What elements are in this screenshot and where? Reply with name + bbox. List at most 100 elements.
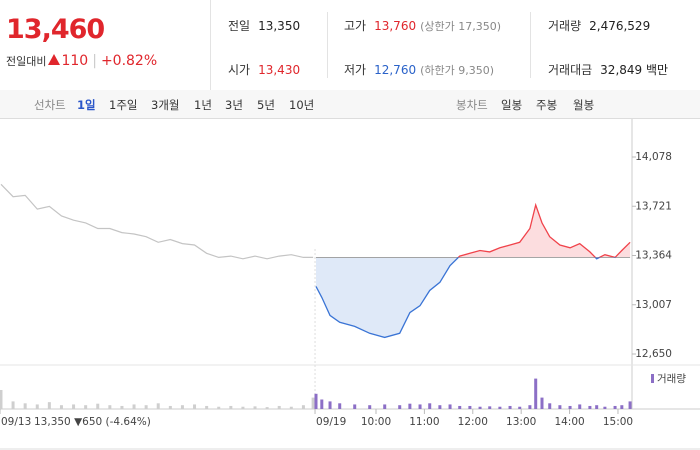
stat-label: 시가 — [228, 63, 251, 77]
volume-bar — [132, 404, 136, 409]
volume-bar — [47, 402, 51, 409]
volume-bar — [193, 404, 197, 409]
volume-bar — [59, 405, 63, 409]
volume-bar — [96, 403, 100, 409]
volume-bar — [265, 407, 269, 409]
period-tab[interactable]: 5년 — [257, 98, 275, 112]
candle-tab[interactable]: 일봉 — [501, 98, 523, 112]
stat: 시가 13,430 — [228, 61, 300, 78]
y-tick-label: 13,721 — [635, 200, 672, 212]
area-down — [316, 257, 600, 338]
volume-bar — [11, 401, 15, 409]
volume-bar — [108, 405, 112, 409]
volume-bar — [314, 393, 318, 409]
x-tick-label: 11:00 — [409, 416, 439, 428]
volume-bar — [23, 403, 27, 409]
volume-bar — [311, 397, 315, 409]
volume-bar — [528, 405, 532, 409]
annotation: 13,350 ▼650 (-4.64%) — [34, 416, 151, 428]
volume-bar — [338, 403, 342, 409]
up-arrow — [48, 54, 61, 65]
volume-bar — [328, 401, 332, 409]
volume-bar — [180, 405, 184, 409]
change-label: 전일대비 — [6, 55, 47, 68]
change: 전일대비 110 | +0.82% — [6, 53, 158, 69]
stat-value: 13,350 — [258, 19, 301, 33]
change-pct: +0.82% — [100, 53, 158, 69]
volume-bar — [217, 406, 221, 409]
volume-bar — [229, 405, 233, 409]
x-tick-label: 13:00 — [506, 416, 536, 428]
volume-bar — [301, 405, 305, 409]
separator — [210, 0, 211, 90]
volume-bar — [448, 404, 452, 409]
y-tick-label: 13,007 — [635, 299, 672, 311]
stat-value: 2,476,529 — [589, 19, 651, 33]
candle-tab[interactable]: 월봉 — [573, 98, 595, 112]
stat-label: 전일 — [228, 19, 251, 33]
stat: 거래대금 32,849 백만 — [548, 61, 668, 78]
x-tick-label: 12:00 — [458, 416, 488, 428]
stat: 거래량 2,476,529 — [548, 17, 650, 34]
volume-bar — [408, 403, 412, 409]
tab-group-label: 봉차트 — [456, 98, 488, 112]
period-tab[interactable]: 3년 — [225, 98, 243, 112]
y-tick-label: 13,364 — [635, 250, 672, 262]
volume-bar — [548, 403, 552, 409]
volume-bar — [613, 405, 617, 409]
period-tab[interactable]: 1년 — [194, 98, 212, 112]
volume-bar — [498, 406, 502, 409]
stat-value: 32,849 백만 — [600, 63, 669, 77]
volume-bar — [488, 406, 492, 409]
volume-bar — [478, 406, 482, 409]
volume-bar — [156, 403, 160, 409]
price-line-up — [457, 202, 631, 258]
separator — [530, 12, 531, 78]
x-tick-label: 09/13 — [1, 416, 31, 428]
area-up — [316, 205, 631, 258]
x-tick-label: 10:00 — [361, 416, 391, 428]
stat-label: 거래량 — [548, 19, 582, 33]
header: 13,460 전일대비 110 | +0.82% 전일 13,350 고가 13,760 (상… — [0, 0, 700, 91]
volume-bar — [458, 405, 462, 409]
candle-tab[interactable]: 주봉 — [536, 98, 558, 112]
volume-bar — [518, 406, 522, 409]
volume-bar — [620, 405, 624, 409]
volume-bar — [568, 405, 572, 409]
volume-bar — [241, 406, 245, 409]
stat-value: 13,430 — [258, 63, 301, 77]
volume-bar — [468, 405, 472, 409]
volume-bar — [418, 404, 422, 409]
volume-bar — [368, 405, 372, 409]
volume-bar — [578, 404, 582, 409]
volume-bar — [558, 405, 562, 409]
volume-bar — [438, 405, 442, 409]
stat-value: 13,760 — [374, 19, 417, 33]
volume-bar — [205, 405, 209, 409]
volume-bar — [508, 405, 512, 409]
stat: 고가 13,760 (상한가 17,350) — [344, 17, 501, 34]
period-tab[interactable]: 10년 — [289, 98, 315, 112]
period-tab[interactable]: 1일 — [77, 98, 96, 112]
volume-bar — [383, 404, 387, 409]
volume-bar — [595, 405, 599, 409]
volume-bar — [253, 406, 257, 409]
volume-bar — [320, 399, 324, 409]
volume-bar — [353, 404, 357, 409]
period-tab[interactable]: 3개월 — [151, 98, 180, 112]
volume-bar — [398, 405, 402, 409]
stat-note: (상한가 17,350) — [420, 20, 502, 33]
volume-bar — [72, 404, 76, 409]
volume-bar — [534, 378, 538, 409]
stat-value: 12,760 — [374, 63, 417, 77]
volume-bar — [603, 406, 607, 409]
period-tab[interactable]: 1주일 — [109, 98, 138, 112]
stat-label: 거래대금 — [548, 63, 593, 77]
stat-label: 고가 — [344, 19, 367, 33]
stat: 전일 13,350 — [228, 17, 300, 34]
chart: 12,650 13,007 13,364 13,721 14,078 09/13 09/19… — [0, 119, 700, 450]
volume-bar — [628, 401, 632, 409]
volume-bar — [144, 405, 148, 409]
volume-bar — [289, 406, 293, 409]
